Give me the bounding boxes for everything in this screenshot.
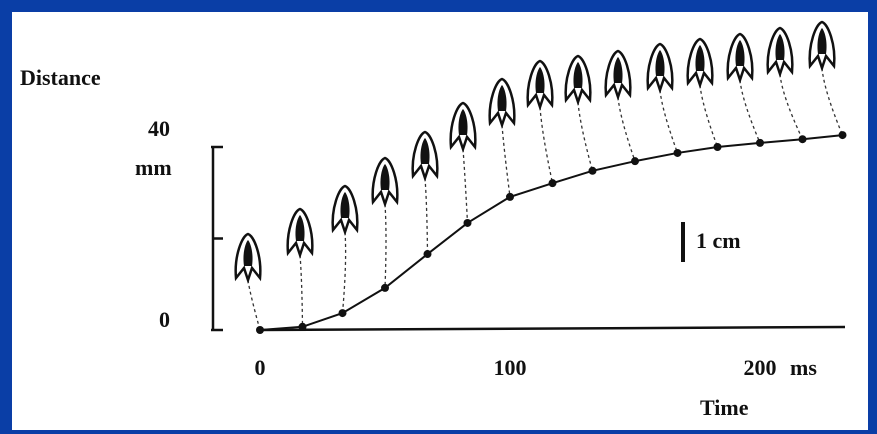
scale-bar-label: 1 cm: [696, 228, 741, 253]
data-point: [799, 135, 807, 143]
data-point: [756, 139, 764, 147]
x-tick-label: 200: [744, 355, 777, 380]
chart: Distance Time 1 cm 0 40 mm 0 100 200 ms: [0, 0, 877, 434]
data-point: [464, 219, 472, 227]
data-point: [381, 284, 389, 292]
y-tick-label: 0: [159, 307, 170, 332]
data-point: [549, 179, 557, 187]
y-tick-label: 40: [148, 116, 170, 141]
y-unit-label: mm: [135, 155, 172, 180]
y-axis-label: Distance: [20, 65, 101, 90]
data-point: [714, 143, 722, 151]
data-point: [299, 323, 307, 331]
data-point: [256, 326, 264, 334]
data-point: [839, 131, 847, 139]
data-point: [631, 157, 639, 165]
data-point: [589, 167, 597, 175]
x-tick-label: 0: [255, 355, 266, 380]
x-axis-label: Time: [700, 395, 749, 420]
x-tick-label: 100: [494, 355, 527, 380]
data-point: [674, 149, 682, 157]
data-point: [339, 309, 347, 317]
data-point: [424, 250, 432, 258]
data-point: [506, 193, 514, 201]
x-unit-label: ms: [790, 355, 817, 380]
